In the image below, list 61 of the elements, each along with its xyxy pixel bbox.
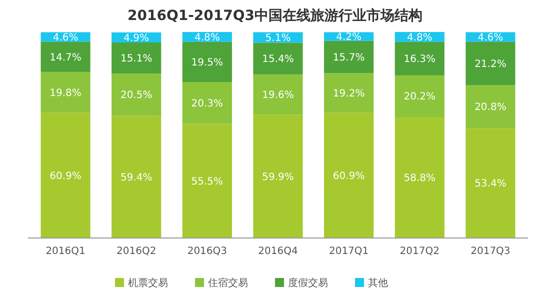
data-label: 15.1% bbox=[120, 54, 152, 65]
bar bbox=[253, 74, 303, 115]
data-label: 4.6% bbox=[478, 32, 504, 44]
data-label: 4.9% bbox=[124, 32, 150, 44]
data-label: 15.4% bbox=[262, 54, 294, 66]
bar bbox=[182, 42, 232, 82]
data-label: 20.5% bbox=[120, 90, 152, 102]
bar bbox=[324, 73, 374, 113]
data-label: 20.8% bbox=[474, 102, 506, 114]
bar bbox=[40, 72, 90, 113]
bar bbox=[253, 42, 303, 74]
bar bbox=[182, 82, 232, 124]
chart-title: 2016Q1-2017Q3中国在线旅游行业市场结构 bbox=[127, 7, 423, 24]
bar bbox=[40, 42, 90, 72]
x-tick-label: 2016Q4 bbox=[258, 246, 298, 257]
data-label: 4.2% bbox=[336, 32, 362, 44]
data-label: 4.8% bbox=[194, 32, 220, 44]
data-label: 15.7% bbox=[332, 52, 365, 64]
data-label: 55.5% bbox=[191, 176, 224, 188]
bar bbox=[466, 85, 516, 128]
bar bbox=[112, 116, 162, 238]
x-tick-label: 2016Q1 bbox=[46, 246, 86, 257]
data-label: 58.8% bbox=[404, 172, 436, 184]
data-label: 21.2% bbox=[474, 58, 506, 70]
legend-label: 其他 bbox=[368, 277, 388, 289]
data-label: 19.8% bbox=[50, 88, 82, 99]
data-label: 20.3% bbox=[191, 98, 224, 110]
x-tick-label: 2017Q2 bbox=[400, 246, 440, 257]
bar bbox=[40, 112, 90, 238]
legend-label: 住宿交易 bbox=[208, 277, 248, 289]
bar bbox=[466, 42, 516, 86]
data-label: 60.9% bbox=[50, 170, 82, 182]
bar bbox=[394, 75, 444, 117]
data-label: 19.6% bbox=[262, 90, 294, 102]
legend-label: 机票交易 bbox=[128, 277, 168, 289]
data-label: 19.2% bbox=[332, 88, 365, 100]
data-label: 16.3% bbox=[404, 54, 436, 66]
data-label: 19.5% bbox=[191, 57, 224, 68]
bar bbox=[112, 42, 162, 74]
bar bbox=[324, 112, 374, 238]
bar bbox=[394, 116, 444, 238]
data-label: 5.1% bbox=[265, 32, 291, 44]
x-tick-label: 2016Q3 bbox=[187, 246, 228, 257]
bar bbox=[466, 128, 516, 238]
bar bbox=[182, 124, 232, 238]
data-label: 4.8% bbox=[406, 32, 432, 44]
bar bbox=[394, 42, 444, 76]
legend-label: 度假交易 bbox=[288, 277, 328, 289]
x-tick-label: 2017Q3 bbox=[470, 246, 510, 257]
bar bbox=[112, 74, 162, 116]
data-label: 53.4% bbox=[474, 178, 506, 190]
data-label: 4.6% bbox=[52, 32, 78, 44]
data-label: 14.7% bbox=[50, 52, 82, 64]
data-label: 59.4% bbox=[120, 172, 152, 184]
bar bbox=[253, 114, 303, 238]
bar bbox=[324, 40, 374, 74]
data-label: 59.9% bbox=[262, 172, 294, 183]
x-tick-label: 2016Q2 bbox=[116, 246, 156, 257]
data-label: 20.2% bbox=[404, 92, 436, 103]
x-tick-label: 2017Q1 bbox=[328, 246, 369, 257]
data-label: 60.9% bbox=[332, 170, 365, 182]
